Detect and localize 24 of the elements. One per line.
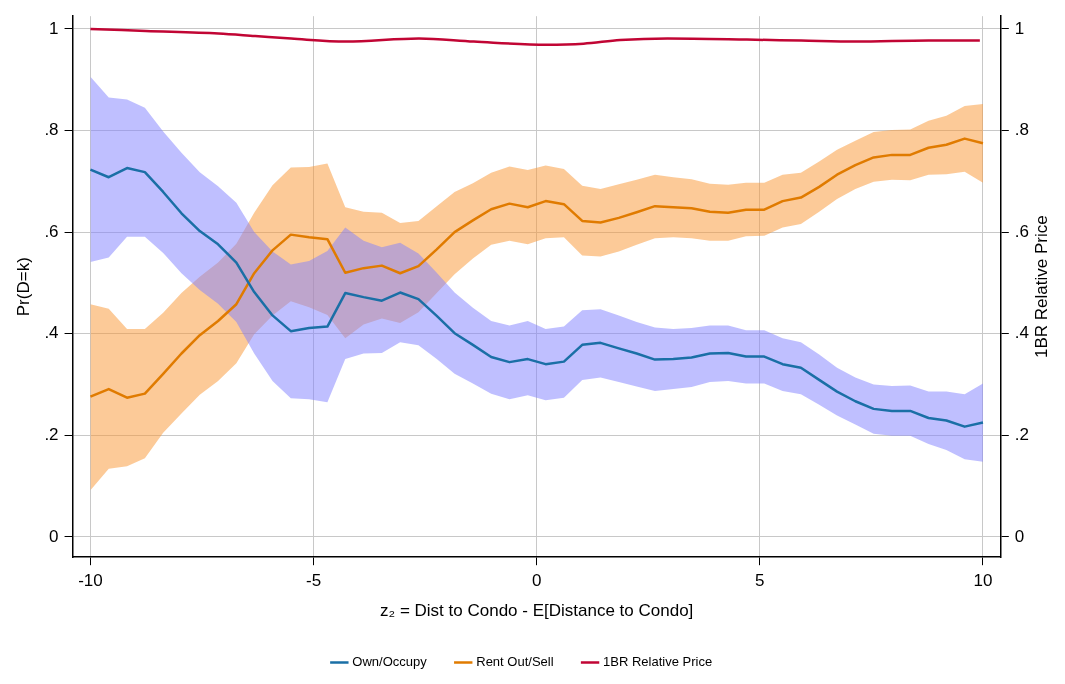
- y2-tick-label: .2: [1014, 424, 1030, 444]
- x-tick-label: 10: [973, 571, 993, 591]
- y-tick-label: 1: [49, 18, 59, 38]
- line-series: [89, 27, 982, 46]
- x-tick-label: -10: [78, 571, 103, 591]
- y-tick-label: .8: [44, 120, 59, 140]
- y2-tick-label: .4: [1014, 323, 1030, 343]
- legend-label: Rent Out/Sell: [476, 654, 554, 670]
- y-tick-label: .6: [44, 221, 59, 241]
- y-tick-label: .2: [44, 424, 59, 444]
- y-axis-title: Pr(D=k): [13, 257, 33, 317]
- legend-label: 1BR Relative Price: [603, 654, 713, 670]
- x-tick-label: 5: [755, 571, 765, 591]
- y2-tick-label: 1: [1014, 18, 1025, 38]
- x-tick-label: -5: [306, 571, 322, 591]
- y2-axis-title: 1BR Relative Price: [1032, 215, 1052, 359]
- y-tick-label: .4: [44, 323, 59, 343]
- legend-label: Own/Occupy: [352, 654, 428, 670]
- y2-tick-label: .6: [1014, 221, 1030, 241]
- y2-tick-label: 0: [1014, 526, 1025, 546]
- x-axis-title: z₂ = Dist to Condo - E[Distance to Condo]: [380, 601, 694, 621]
- y-tick-label: 0: [49, 526, 59, 546]
- x-tick-label: 0: [531, 571, 542, 591]
- y2-tick-label: .8: [1014, 120, 1030, 140]
